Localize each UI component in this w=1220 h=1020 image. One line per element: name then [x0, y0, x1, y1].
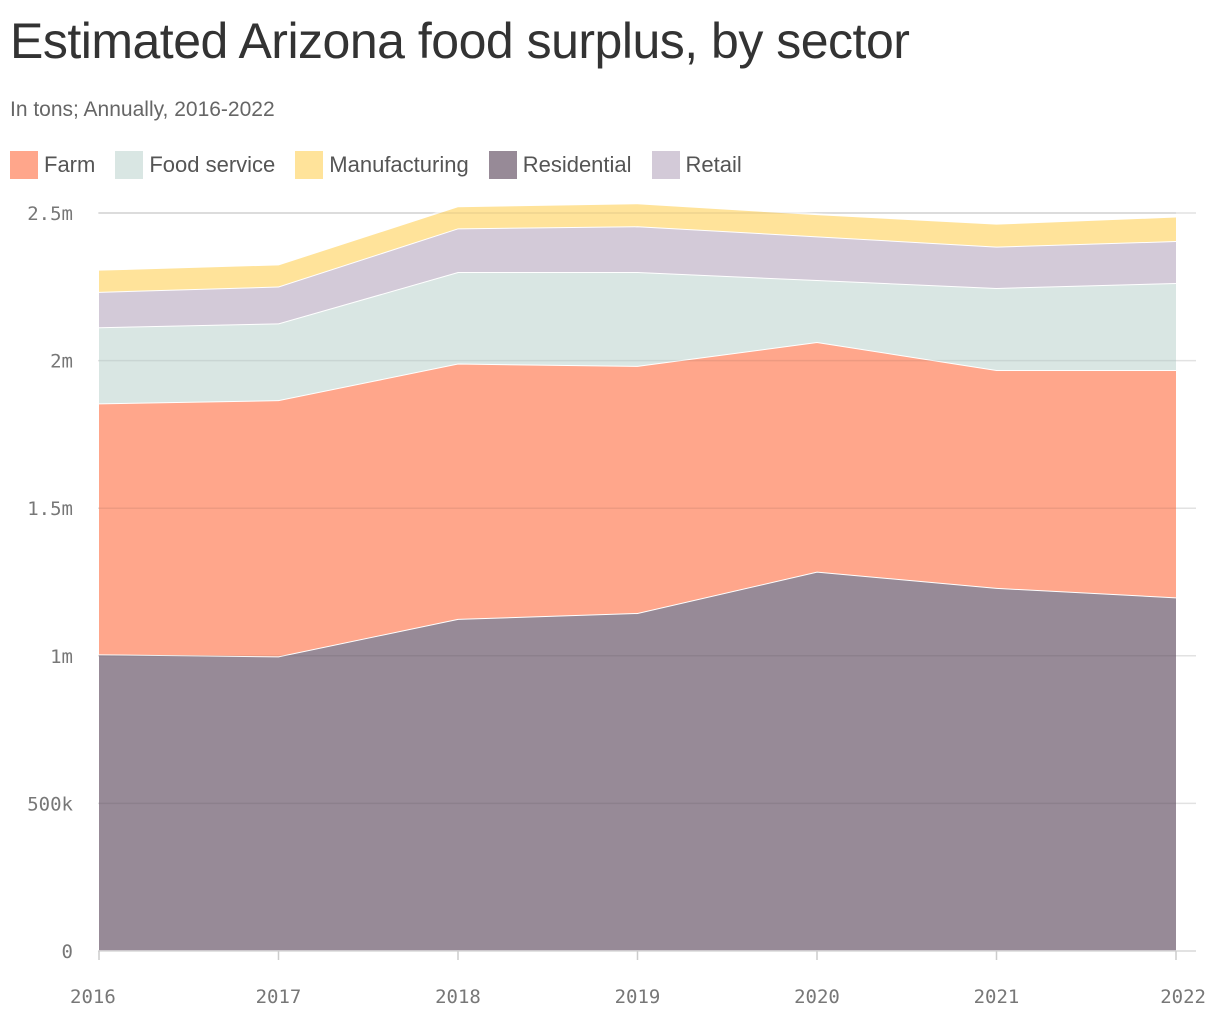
x-tick-label: 2021 [974, 986, 1020, 1008]
area-farm [99, 342, 1176, 657]
legend-swatch-food-service [115, 151, 144, 179]
y-tick-label: 0 [62, 941, 73, 963]
y-tick-label: 500k [27, 793, 73, 815]
area-edge-manufacturing [98, 202, 1177, 271]
y-tick-label: 2m [50, 351, 73, 373]
legend-label: Residential [522, 152, 632, 177]
legend-item-food-service: Food service [115, 151, 275, 179]
y-tick-label: 2.5m [27, 203, 73, 225]
axis-layer: 0 500k 1m 1.5m 2m 2.5m 2016 2017 2018 2019 2020 202… [27, 203, 1206, 1008]
x-tick-label: 2018 [435, 986, 481, 1008]
legend-label: Farm [44, 152, 96, 177]
legend-swatch-manufacturing [295, 151, 324, 179]
area-residential [99, 571, 1176, 951]
legend-item-retail: Retail [651, 151, 742, 179]
x-tick-label: 2016 [70, 986, 116, 1008]
x-tick-label: 2020 [794, 986, 840, 1008]
y-tick-label: 1m [50, 646, 73, 668]
legend-label: Retail [685, 152, 742, 177]
y-tick-label: 1.5m [27, 498, 73, 520]
chart-title: Estimated Arizona food surplus, by secto… [10, 13, 910, 69]
area-manufacturing [99, 203, 1176, 292]
x-tick-label: 2017 [256, 986, 302, 1008]
legend-label: Food service [149, 152, 276, 177]
legend-swatch-retail [651, 151, 680, 179]
x-tick-label: 2022 [1160, 986, 1206, 1008]
legend-label: Manufacturing [329, 152, 469, 177]
chart-legend: Farm Food service Manufacturing Residential… [10, 151, 762, 179]
area-retail [99, 226, 1176, 328]
area-layer [98, 202, 1177, 951]
legend-swatch-farm [10, 151, 38, 179]
x-tick-label: 2019 [615, 986, 661, 1008]
legend-item-residential: Residential [488, 151, 632, 179]
chart-subtitle: In tons; Annually, 2016-2022 [10, 98, 275, 121]
area-food-service [99, 272, 1176, 404]
legend-item-farm: Farm [10, 151, 95, 179]
legend-item-manufacturing: Manufacturing [295, 151, 469, 179]
legend-swatch-residential [488, 151, 517, 179]
